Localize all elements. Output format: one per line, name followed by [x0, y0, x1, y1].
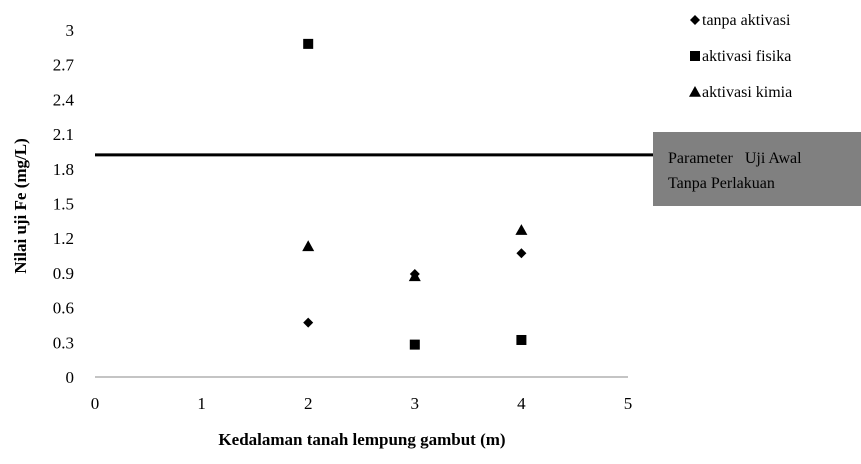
y-tick-label: 0.6	[53, 299, 74, 318]
tick-labels: 0 0.3 0.6 0.9 1.2 1.5 1.8 2.1 2.4 2.7 3 0 1 2 3 4 5	[53, 21, 633, 413]
annotation-line-2: Tanpa Perlakuan	[668, 175, 775, 192]
y-axis-title: Nilai uji Fe (mg/L)	[11, 138, 30, 274]
x-axis-title: Kedalaman tanah lempung gambut (m)	[218, 430, 505, 449]
y-tick-label: 1.8	[53, 160, 74, 179]
legend-marker-tanpa-aktivasi	[690, 15, 700, 25]
point-tanpa-aktivasi-0	[303, 317, 314, 328]
legend-label-tanpa-aktivasi: tanpa aktivasi	[702, 12, 791, 29]
point-aktivasi-kimia-0	[302, 240, 315, 252]
annotation-box: Parameter Uji Awal Tanpa Perlakuan	[653, 132, 861, 206]
x-tick-label: 3	[411, 394, 420, 413]
y-tick-label: 1.5	[53, 195, 74, 214]
legend-label-aktivasi-kimia: aktivasi kimia	[702, 84, 792, 101]
point-aktivasi-fisika-0	[303, 38, 314, 49]
annotation-line-1: Parameter Uji Awal	[668, 150, 802, 167]
point-aktivasi-fisika-2	[516, 334, 527, 345]
legend-marker-aktivasi-fisika	[690, 51, 700, 61]
point-aktivasi-fisika-1	[409, 339, 420, 350]
point-tanpa-aktivasi-2	[516, 248, 527, 259]
legend-marker-aktivasi-kimia	[689, 86, 701, 97]
y-tick-label: 0.3	[53, 333, 74, 352]
x-tick-label: 4	[517, 394, 526, 413]
y-tick-label: 2.1	[53, 125, 74, 144]
y-tick-label: 1.2	[53, 229, 74, 248]
y-tick-label: 0	[66, 368, 75, 387]
y-tick-label: 3	[66, 21, 75, 40]
x-tick-label: 5	[624, 394, 633, 413]
legend: tanpa aktivasi aktivasi fisika aktivasi …	[689, 12, 792, 101]
legend-label-aktivasi-fisika: aktivasi fisika	[702, 48, 791, 65]
point-aktivasi-kimia-1	[408, 270, 421, 282]
y-tick-label: 2.7	[53, 56, 75, 75]
annotation-background	[653, 132, 861, 206]
y-tick-label: 2.4	[53, 90, 75, 109]
data-points	[302, 38, 528, 350]
x-tick-label: 2	[304, 394, 313, 413]
point-aktivasi-kimia-2	[515, 224, 528, 235]
x-tick-label: 1	[197, 394, 206, 413]
x-tick-label: 0	[91, 394, 100, 413]
y-tick-label: 0.9	[53, 264, 74, 283]
